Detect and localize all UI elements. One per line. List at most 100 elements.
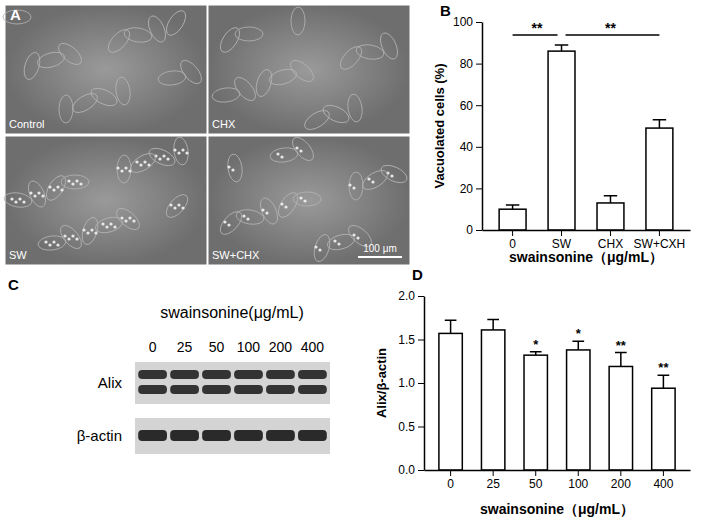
significance-label: **: [658, 360, 669, 375]
vacuole: [109, 222, 112, 225]
vacuole: [79, 182, 82, 185]
vacuole: [71, 234, 74, 237]
vacuole: [348, 183, 351, 186]
tick-mark: [535, 470, 536, 476]
y-axis: 0.00.51.01.52.0: [398, 289, 424, 477]
blot-row-label: β-actin: [77, 427, 122, 444]
micrograph-label: SW: [9, 249, 27, 261]
blot-band: [138, 385, 167, 394]
cell-outline: [37, 234, 66, 251]
cell-outline: [163, 7, 190, 38]
tick: 0: [447, 470, 454, 491]
tick: 100: [568, 470, 588, 491]
tick-label: 400: [653, 477, 673, 491]
tick-mark: [476, 64, 482, 65]
vacuole: [276, 152, 279, 155]
vacuole: [280, 155, 283, 158]
lane-label: 400: [301, 339, 325, 355]
tick-label: 25: [486, 477, 500, 491]
tick-mark: [476, 230, 482, 231]
tick: 400: [653, 470, 673, 491]
vacuole: [223, 220, 226, 223]
vacuole: [169, 203, 172, 206]
vacuole: [41, 194, 44, 197]
vacuole: [124, 166, 127, 169]
error-bar: [572, 341, 584, 350]
tick-label: 80: [460, 57, 474, 71]
tick-mark: [610, 230, 611, 236]
tick-mark: [659, 230, 660, 236]
bar: [499, 209, 526, 230]
panel-label: D: [412, 266, 423, 283]
micrograph-label: SW+CHX: [212, 249, 260, 261]
vacuole: [265, 211, 268, 214]
tick: 60: [460, 99, 482, 113]
vacuole: [143, 160, 146, 163]
blot-row-label: Alix: [98, 374, 123, 391]
vacuole: [181, 148, 184, 151]
error-bar: [658, 375, 670, 388]
cell-outline: [301, 107, 332, 134]
tick-mark: [476, 105, 482, 106]
significance-label: **: [616, 338, 627, 353]
tick: 80: [460, 57, 482, 71]
vacuole: [390, 174, 393, 177]
cell-outline: [43, 172, 70, 203]
blot-strip: [135, 362, 330, 404]
tick: 20: [460, 182, 482, 196]
vacuole: [75, 237, 78, 240]
panel-label: A: [10, 6, 21, 23]
error-bar: [604, 196, 617, 203]
plot-area: [439, 319, 675, 470]
cell-outline: [257, 195, 281, 226]
blot-band: [298, 385, 327, 394]
vacuole: [227, 223, 230, 226]
tick-label: 1.5: [398, 333, 415, 347]
vacuole: [261, 208, 264, 211]
tick-mark: [476, 22, 482, 23]
significance-label: **: [532, 20, 543, 36]
vacuole: [147, 163, 150, 166]
vacuole: [303, 199, 306, 202]
vacuole: [166, 157, 169, 160]
blot-band: [170, 385, 199, 394]
bar-chart: 0204060801000SWCHXSW+CXHswainsonine（μg/m…: [432, 15, 691, 265]
significance-label: *: [576, 326, 582, 341]
scale-bar: [358, 256, 402, 258]
vacuole: [177, 151, 180, 154]
vacuole: [37, 191, 40, 194]
vacuole: [314, 245, 317, 248]
vacuole: [105, 225, 108, 228]
vacuole: [246, 217, 249, 220]
vacuole: [124, 219, 127, 222]
vacuole: [67, 179, 70, 182]
blot-band: [170, 430, 199, 441]
vacuole: [337, 242, 340, 245]
bar: [597, 203, 624, 230]
cell-outline: [359, 167, 390, 194]
vacuole: [120, 169, 123, 172]
blot-band: [234, 430, 263, 441]
bar: [609, 366, 632, 470]
cell-outline: [59, 95, 73, 123]
tick-label: 50: [529, 477, 543, 491]
tick-label: 0: [466, 223, 473, 237]
blot-band: [234, 385, 263, 394]
panel-label: C: [8, 276, 19, 293]
error-bar: [530, 352, 542, 355]
blot-band: [234, 370, 263, 379]
vacuole: [173, 148, 176, 151]
bar-chart: 0.00.51.01.52.002550100200400swainsonine…: [374, 289, 691, 517]
plot-area: [499, 45, 673, 230]
lane-label: 200: [269, 339, 293, 355]
vacuole: [52, 188, 55, 191]
cell-outline: [117, 155, 131, 183]
vacuole: [29, 191, 32, 194]
tick-label: 100: [568, 477, 588, 491]
tick-mark: [418, 383, 424, 384]
cell-outline: [275, 189, 302, 220]
bar: [548, 51, 575, 230]
cell-outline: [216, 208, 245, 238]
vacuole: [67, 237, 70, 240]
vacuole: [356, 236, 359, 239]
